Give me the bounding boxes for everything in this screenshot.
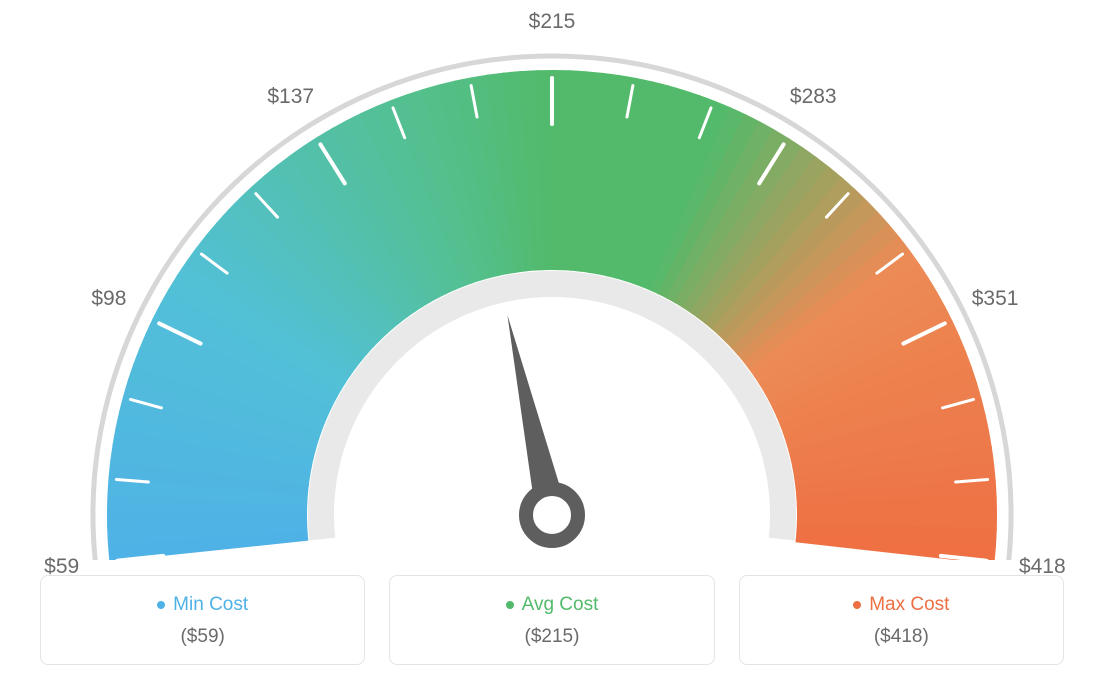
gauge-tick-label: $137 [267, 85, 314, 109]
legend-label-min: Min Cost [173, 594, 248, 616]
legend-card-min: Min Cost ($59) [40, 575, 365, 665]
legend-value-min: ($59) [51, 626, 354, 648]
legend-value-avg: ($215) [400, 626, 703, 648]
legend-title-max: Max Cost [853, 594, 949, 616]
legend-dot-max [853, 601, 861, 609]
legend-title-avg: Avg Cost [506, 594, 599, 616]
gauge: $59$98$137$215$283$351$418 [0, 0, 1104, 560]
legend-card-max: Max Cost ($418) [739, 575, 1064, 665]
gauge-tick-label: $351 [972, 287, 1019, 311]
gauge-tick-label: $215 [529, 10, 576, 34]
legend-label-max: Max Cost [869, 594, 949, 616]
legend-dot-min [157, 601, 165, 609]
legend: Min Cost ($59) Avg Cost ($215) Max Cost … [0, 575, 1104, 665]
gauge-tick-label: $98 [91, 287, 126, 311]
gauge-svg [0, 0, 1104, 560]
legend-title-min: Min Cost [157, 594, 248, 616]
gauge-tick-label: $283 [790, 85, 837, 109]
legend-value-max: ($418) [750, 626, 1053, 648]
legend-dot-avg [506, 601, 514, 609]
legend-card-avg: Avg Cost ($215) [389, 575, 714, 665]
legend-label-avg: Avg Cost [522, 594, 599, 616]
cost-gauge-chart: $59$98$137$215$283$351$418 Min Cost ($59… [0, 0, 1104, 690]
